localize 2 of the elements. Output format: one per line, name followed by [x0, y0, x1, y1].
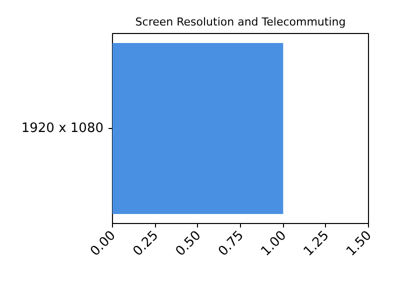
- chart-title: Screen Resolution and Telecommuting: [135, 16, 346, 28]
- y-tick-label: 1920 x 1080: [21, 121, 104, 136]
